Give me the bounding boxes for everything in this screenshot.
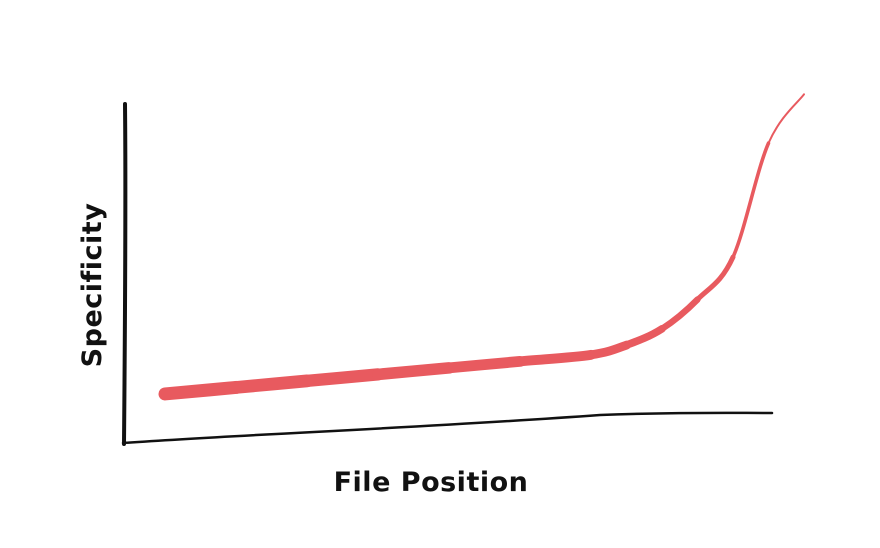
- series-0-segment-5: [515, 349, 596, 367]
- series-0-segment-10: [731, 141, 771, 259]
- x-axis-label: File Position: [334, 467, 529, 498]
- series-group: [158, 93, 805, 401]
- y-axis-label: Specificity: [77, 203, 108, 368]
- series-0-segment-8: [658, 296, 701, 332]
- series-0-segment-6: [586, 340, 631, 360]
- series-0-segment-1: [229, 374, 314, 394]
- series-0-segment-9: [694, 254, 736, 302]
- x-axis-line: [121, 411, 774, 445]
- series-0-segment-7: [622, 324, 666, 349]
- series-0-segment-11: [767, 93, 805, 145]
- series-0-segment-3: [372, 362, 455, 381]
- series-0-segment-2: [300, 368, 385, 388]
- series-0-segment-4: [443, 355, 526, 374]
- series-0-segment-0: [158, 380, 243, 401]
- y-axis-line: [122, 102, 128, 446]
